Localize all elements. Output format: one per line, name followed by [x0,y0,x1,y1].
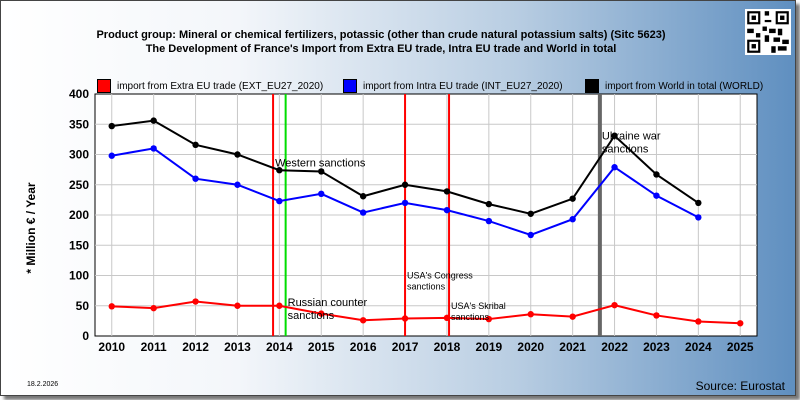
data-point [192,175,199,182]
data-point [653,171,660,178]
x-tick-label: 2014 [266,340,293,354]
y-tick-label: 100 [69,269,89,283]
x-tick-label: 2018 [434,340,461,354]
legend: import from Extra EU trade (EXT_EU27_202… [97,79,777,95]
legend-label: import from Intra EU trade (INT_EU27_202… [363,80,563,92]
y-tick-label: 150 [69,238,89,252]
data-point [737,320,744,327]
legend-label: import from Extra EU trade (EXT_EU27_202… [117,80,324,92]
event-label: USA's Skribal sanctions [451,301,506,322]
data-point [318,310,325,317]
data-point [443,188,451,195]
data-point [653,312,660,319]
legend-swatch [97,79,111,93]
chart-title: Product group: Mineral or chemical ferti… [96,29,666,41]
data-point [359,193,367,200]
plot-background [94,93,758,337]
chart-subtitle: The Development of France's Import from … [145,43,617,55]
event-label: Western sanctions [275,158,366,170]
x-tick-label: 2020 [517,340,544,354]
series-line-2 [111,119,699,215]
data-point [485,217,493,225]
data-point [443,206,451,214]
data-point [234,302,241,309]
date-stamp: 18.2.2026 [27,381,59,388]
data-point [485,200,493,208]
y-tick-label: 400 [69,87,89,101]
x-tick-label: 2024 [685,340,712,354]
data-point [569,216,576,223]
y-tick-label: 300 [69,148,89,162]
legend-item: import from Intra EU trade (INT_EU27_202… [343,79,563,93]
y-tick-label: 0 [82,329,89,343]
data-point [108,152,115,159]
data-point [276,302,283,309]
legend-item: import from Extra EU trade (EXT_EU27_202… [97,79,323,93]
data-point [234,181,241,188]
qr-code-icon [745,9,791,55]
legend-label: import from World in total (WORLD) [605,80,764,92]
y-tick-label: 350 [69,117,89,131]
legend-swatch [343,79,357,93]
data-point [318,168,325,175]
data-point [653,192,660,199]
data-point [150,304,157,312]
data-point [695,199,702,207]
data-point [192,298,199,305]
data-point [401,199,409,207]
x-tick-label: 2010 [98,340,125,354]
data-point [611,164,618,171]
y-tick-label: 250 [69,178,89,192]
data-point [527,231,534,239]
data-point [695,318,702,325]
x-tick-label: 2012 [182,340,209,354]
x-tick-label: 2016 [350,340,377,354]
series-line-0 [111,300,741,325]
data-point [611,301,618,309]
data-point [485,315,493,323]
data-point [527,210,534,217]
data-point [276,197,283,205]
x-tick-label: 2017 [392,340,419,354]
x-tick-label: 2023 [643,340,670,354]
data-point [192,141,199,149]
x-tick-label: 2019 [475,340,502,354]
data-point [318,190,325,198]
data-point [569,195,576,202]
data-point [443,314,451,322]
data-point [359,209,367,216]
x-tick-label: 2022 [601,340,628,354]
x-tick-label: 2015 [308,340,335,354]
legend-swatch [585,79,599,93]
data-point [276,167,283,174]
data-point [150,145,157,152]
event-label: USA's Congress sanctions [407,271,473,292]
x-tick-label: 2011 [141,340,167,354]
source-label: Source: Eurostat [695,379,785,393]
legend-item: import from World in total (WORLD) [585,79,763,93]
data-point [401,181,409,188]
y-tick-label: 200 [69,208,89,222]
data-point [150,117,157,124]
y-axis-label: * Million € / Year [24,182,38,274]
data-point [695,214,702,221]
x-tick-label: 2013 [224,340,251,354]
data-point [611,132,618,139]
data-point [401,315,409,322]
event-label: Ukraine war sanctions [602,130,661,155]
data-point [359,317,367,324]
x-tick-label: 2021 [559,340,586,354]
series-line-1 [111,147,699,237]
y-tick-label: 50 [76,299,90,313]
data-point [108,122,115,130]
plot-area: 0 50 100 150 200 250 300 350 400 2010 2011 2012 2013… [69,87,758,354]
data-point [234,151,241,158]
data-point [108,303,115,310]
event-label: Russian counter sanctions [288,297,368,322]
data-point [527,311,534,318]
data-point [569,313,576,320]
x-tick-label: 2025 [727,340,754,354]
